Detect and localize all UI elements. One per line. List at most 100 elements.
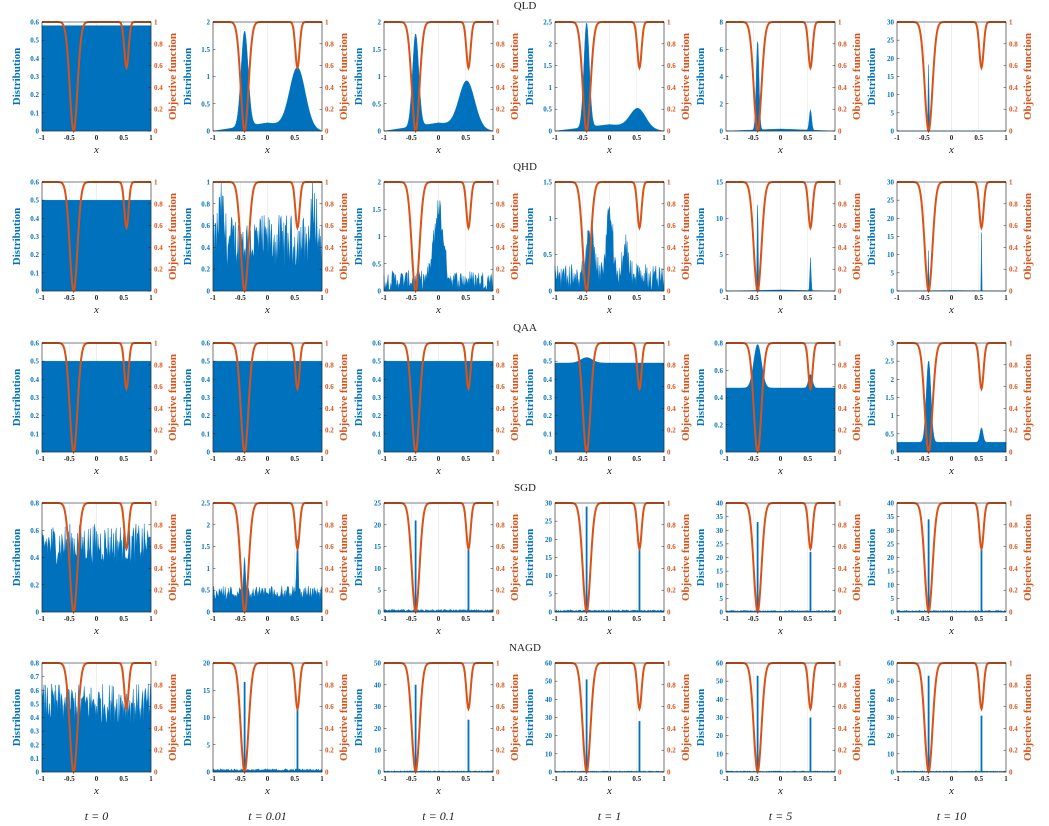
y2-tick-label: 1 [1009, 340, 1013, 348]
subplot-qaa-5: 0 0.5 1 1.5 2 2.5 3 0 0.2 0.4 0.6 0.8 1 -1 -0.5 0 0.5 1 x D… [866, 340, 1034, 478]
y-tick-label: 0 [378, 609, 382, 617]
y-tick-label: 0.5 [30, 37, 39, 45]
y-tick-label: 1.5 [885, 394, 894, 402]
x-tick-label: 0 [950, 455, 954, 463]
y-tick-label: 20 [374, 521, 382, 529]
y2-tick-label: 0.2 [1009, 266, 1018, 274]
y2-tick-label: 0 [496, 128, 500, 136]
y-tick-label: 2 [549, 40, 553, 48]
y2-tick-label: 0.4 [667, 725, 676, 733]
y-tick-label: 0.6 [543, 340, 552, 348]
y-tick-label: 0 [207, 288, 211, 296]
x-axis-label: x [777, 144, 783, 156]
y2-tick-label: 0 [154, 609, 158, 617]
x-tick-label: 1 [320, 134, 324, 142]
distribution-spike [467, 546, 470, 612]
y-tick-label: 0.4 [30, 55, 39, 63]
y2-tick-label: 0 [838, 449, 842, 457]
distribution-area [41, 25, 152, 132]
y2-tick-label: 0.2 [667, 106, 676, 114]
y-tick-label: 20 [887, 554, 895, 562]
y-tick-label: 0.6 [30, 19, 39, 27]
row-title-qhd: QHD [513, 161, 537, 173]
y2-tick-label: 0.4 [496, 725, 505, 733]
x-tick-label: 1 [491, 294, 495, 302]
x-tick-label: -0.5 [577, 455, 589, 463]
y2-tick-label: 1 [325, 179, 329, 187]
y-tick-label: 0.7 [30, 673, 39, 681]
x-tick-label: 1 [149, 615, 153, 623]
x-tick-label: -0.5 [577, 294, 589, 302]
y2-tick-label: 0 [667, 769, 671, 777]
y-tick-label: 30 [716, 714, 724, 722]
y2-tick-label: 1 [838, 660, 842, 668]
y-tick-label: 20 [374, 725, 382, 733]
distribution-axis-label: Distribution [524, 208, 536, 265]
y2-tick-label: 0 [154, 449, 158, 457]
x-tick-label: 0 [950, 615, 954, 623]
y-tick-label: 10 [374, 565, 382, 573]
x-tick-label: 0 [266, 615, 270, 623]
y2-tick-label: 0.2 [1009, 587, 1018, 595]
x-tick-label: -1 [894, 775, 900, 783]
y-tick-label: 10 [374, 747, 382, 755]
x-tick-label: -1 [723, 134, 729, 142]
y2-tick-label: 0.8 [325, 681, 334, 689]
y-tick-label: 0.6 [201, 340, 210, 348]
y2-tick-label: 0.2 [325, 587, 334, 595]
x-tick-label: 0.5 [290, 615, 299, 623]
y-tick-label: 30 [545, 500, 553, 508]
x-tick-label: 0 [608, 134, 612, 142]
y-tick-label: 25 [374, 500, 382, 508]
x-tick-label: 0.5 [974, 775, 983, 783]
y2-tick-label: 0.4 [325, 244, 334, 252]
x-tick-label: 1 [320, 455, 324, 463]
y2-tick-label: 1 [1009, 179, 1013, 187]
y2-tick-label: 0.6 [1009, 222, 1018, 230]
distribution-area [212, 30, 323, 132]
x-tick-label: 0 [266, 294, 270, 302]
y2-tick-label: 1 [154, 660, 158, 668]
y2-tick-label: 0.6 [496, 383, 505, 391]
x-tick-label: 0 [608, 455, 612, 463]
y-tick-label: 0.3 [201, 394, 210, 402]
objective-axis-label: Objective function [167, 33, 179, 120]
y2-tick-label: 0.4 [154, 244, 163, 252]
plot-frame [725, 181, 836, 292]
subplot-nagd-1: 0 5 10 15 20 0 0.2 0.4 0.6 0.8 1 -1 -0.5 0 0.5 1 x Distri… [182, 660, 350, 798]
y2-tick-label: 0.6 [496, 62, 505, 70]
distribution-area [212, 539, 323, 613]
y-tick-label: 0 [36, 769, 40, 777]
y-tick-label: 0 [549, 769, 553, 777]
x-tick-label: 0.5 [119, 775, 128, 783]
x-tick-label: -0.5 [406, 455, 418, 463]
x-tick-label: 0.5 [632, 455, 641, 463]
distribution-area [554, 357, 665, 453]
y-tick-label: 25 [887, 37, 895, 45]
y2-tick-label: 0 [838, 288, 842, 296]
y2-tick-label: 1 [1009, 19, 1013, 27]
x-tick-label: 0 [608, 294, 612, 302]
y2-tick-label: 0.6 [667, 62, 676, 70]
subplot-qaa-1: 0 0.1 0.2 0.3 0.4 0.5 0.6 0 0.2 0.4 0.6 0.8 1 -1 -0.5 0… [182, 340, 350, 478]
y2-tick-label: 0.8 [838, 681, 847, 689]
y-tick-label: 5 [891, 109, 895, 117]
distribution-spike [585, 506, 588, 612]
y2-tick-label: 0.6 [838, 62, 847, 70]
row-title-qld: QLD [514, 0, 537, 12]
y2-tick-label: 0.6 [154, 62, 163, 70]
x-axis-label: x [435, 785, 441, 797]
x-tick-label: 1 [662, 134, 666, 142]
y-tick-label: 2.5 [543, 19, 552, 27]
y2-tick-label: 0 [496, 288, 500, 296]
distribution-area [383, 770, 494, 773]
x-tick-label: -1 [552, 615, 558, 623]
y-tick-label: 0.4 [543, 376, 552, 384]
y-tick-label: 40 [374, 681, 382, 689]
y2-tick-label: 0.8 [1009, 521, 1018, 529]
y2-tick-label: 0.2 [1009, 427, 1018, 435]
x-tick-label: 1 [320, 775, 324, 783]
distribution-axis-label: Distribution [866, 48, 878, 105]
x-tick-label: 0 [95, 615, 99, 623]
x-tick-label: -1 [381, 615, 387, 623]
